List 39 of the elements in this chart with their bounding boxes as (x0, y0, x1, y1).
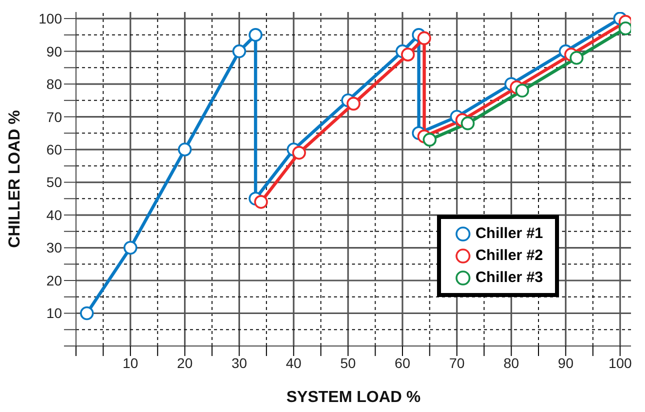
x-tick-label: 60 (394, 354, 410, 371)
y-tick-label: 100 (38, 10, 62, 27)
point (248, 28, 262, 42)
point (232, 44, 246, 58)
point (422, 132, 437, 147)
y-tick-label: 80 (46, 76, 62, 92)
point (80, 306, 94, 320)
x-tick-label: 20 (177, 354, 193, 371)
y-tick-label: 10 (46, 305, 62, 322)
point (346, 96, 360, 111)
point (460, 116, 475, 130)
x-tick-label: 80 (504, 354, 520, 371)
point (292, 146, 306, 160)
x-axis-title: SYSTEM LOAD % (286, 389, 421, 406)
legend-label: Chiller #2 (475, 246, 543, 266)
y-axis-title: CHILLER LOAD % (6, 110, 24, 248)
y-tick-label: 90 (46, 43, 62, 60)
y-tick-label: 70 (46, 108, 62, 125)
x-tick-label: 90 (558, 354, 574, 371)
legend-label: Chiller #3 (475, 268, 543, 288)
y-tick-label: 30 (46, 240, 62, 256)
y-tick-label: 40 (46, 206, 62, 223)
x-tick-label: 100 (608, 354, 632, 371)
y-tick-label: 60 (46, 142, 62, 158)
x-tick-label: 10 (122, 354, 138, 371)
x-tick-label: 40 (286, 354, 302, 371)
point (515, 84, 530, 98)
x-tick-label: 70 (449, 354, 465, 371)
y-tick-label: 50 (46, 174, 62, 190)
point (178, 142, 192, 156)
x-tick-label: 30 (231, 354, 248, 371)
point (417, 31, 432, 46)
point (401, 48, 415, 62)
x-tick-label: 50 (340, 354, 356, 371)
point (254, 195, 268, 209)
y-tick-label: 20 (46, 272, 62, 288)
point (570, 50, 584, 65)
point (124, 240, 138, 255)
legend-label: Chiller #1 (475, 224, 543, 244)
